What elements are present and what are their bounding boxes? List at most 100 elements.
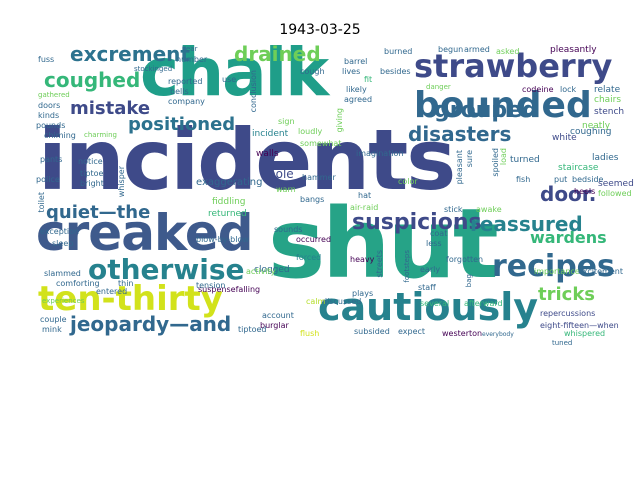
word-excrement: excrement: [70, 42, 190, 66]
word-kinds: kinds: [38, 111, 60, 120]
word-pants: pants: [40, 155, 63, 164]
word-wardens: wardens: [530, 228, 607, 247]
word-number: number: [176, 55, 208, 64]
word-loudly: loudly: [298, 127, 323, 136]
word-bag: bag: [465, 274, 473, 288]
word-hat: hat: [358, 191, 372, 200]
word-flush: flush: [300, 329, 320, 338]
word-ten-thirty: ten-thirty: [38, 279, 223, 319]
word-occurred: occurred: [296, 235, 332, 244]
word-coughing: coughing: [570, 127, 612, 137]
word-early: early: [420, 265, 441, 274]
word-experiences: experiences: [42, 297, 85, 305]
word-pounds: pounds: [36, 121, 66, 130]
word-shut: shut: [268, 188, 499, 300]
word-exception: exception: [40, 227, 80, 236]
word-importance: importance: [534, 267, 580, 276]
word-toilet: toilet: [37, 192, 46, 213]
word-followed: followed: [598, 189, 632, 198]
word-staff: staff: [418, 283, 436, 292]
word-ear: ear: [186, 45, 198, 53]
word-activity: activity: [246, 267, 276, 276]
word-bedside: bedside: [572, 175, 604, 184]
word-codeine: codeine: [522, 85, 554, 94]
word-account: account: [262, 311, 294, 320]
word-pole: pole: [268, 167, 294, 181]
word-hammer: hammer: [302, 173, 336, 182]
word-white: white: [552, 133, 577, 143]
word-begun: begun: [438, 45, 464, 54]
word-excitement: excitement: [578, 267, 623, 276]
word-relate: relate: [594, 85, 621, 95]
word-footsteps: footsteps: [403, 250, 411, 283]
word-streets: streets: [375, 250, 384, 278]
word-likely: likely: [346, 85, 367, 94]
word-lock: lock: [560, 85, 577, 94]
word-armed: armed: [464, 45, 490, 54]
word-coat: coat: [430, 229, 448, 238]
word-coughed: coughed: [44, 68, 141, 92]
word-lives: lives: [342, 67, 361, 76]
word-expect: expect: [398, 327, 426, 336]
word-conclusion: conclusion: [249, 70, 258, 113]
word-strawberry: strawberry: [414, 47, 613, 85]
word-air-raid: air-raid: [350, 203, 379, 212]
word-seemed: seemed: [598, 179, 634, 189]
word-burned: burned: [384, 47, 413, 56]
word-westerton: westerton: [442, 329, 483, 338]
word-suspicions: suspicions: [352, 210, 482, 235]
word-asked: asked: [496, 47, 520, 56]
word-chalk: chalk: [140, 34, 329, 111]
word-plays: plays: [352, 289, 374, 298]
word-reported: reported: [168, 77, 203, 86]
word-tiptoed: tiptoed: [238, 325, 267, 334]
word-otherwise: otherwise: [88, 253, 245, 286]
word-turned: turned: [510, 155, 540, 165]
word-sounds: sounds: [274, 225, 303, 234]
word-tiptoe: tiptoe: [80, 169, 104, 178]
cloud-title: 1943-03-25: [279, 22, 361, 38]
word-afterward: afterward: [464, 299, 503, 308]
word-stockinged: stockinged: [134, 65, 173, 73]
word-positioned: positioned: [128, 114, 236, 135]
word-sure: sure: [465, 150, 474, 168]
word-entered: entered: [96, 287, 128, 296]
word-ladies: ladies: [592, 153, 619, 163]
word-reassured: reassured: [470, 212, 583, 236]
word-chairs: chairs: [594, 95, 622, 105]
word-pleasant: pleasant: [455, 150, 464, 185]
word-chiming: chiming: [44, 131, 76, 140]
word-doors: doors: [38, 101, 61, 110]
word-fiddling: fiddling: [212, 197, 246, 207]
word-company: company: [168, 97, 205, 106]
word-tension: tension: [196, 281, 226, 290]
word-fit: fit: [364, 75, 373, 84]
word-recipes: recipes: [492, 249, 615, 284]
word-awake: awake: [476, 205, 502, 214]
word-suspensefalling: suspensefalling: [198, 285, 261, 294]
word-incident: incident: [252, 129, 289, 139]
word-fuss: fuss: [38, 55, 55, 64]
word-stench: stench: [594, 107, 625, 117]
word-barrel: barrel: [344, 57, 368, 66]
word-warn: warn: [276, 185, 296, 194]
word-whispered: whispered: [564, 329, 606, 338]
word-heels: heels: [574, 187, 596, 196]
word-notice: notice: [78, 157, 103, 166]
word-comforting: comforting: [56, 279, 100, 288]
word-charming: charming: [84, 131, 117, 139]
word-burglar: burglar: [260, 321, 289, 330]
word-incidents: incidents: [38, 111, 456, 209]
word-danger: danger: [426, 83, 451, 91]
word-drained: drained: [234, 42, 321, 66]
word-mink: mink: [42, 325, 62, 334]
word-imagination: imagination: [356, 149, 404, 158]
word-forced: forced: [296, 253, 322, 262]
word-staircase: staircase: [558, 163, 599, 173]
word-jeopardy-and: jeopardy—and: [70, 312, 232, 336]
word-load: load: [499, 148, 508, 166]
word-disasters: disasters: [408, 122, 512, 146]
word-subsided: subsided: [354, 327, 390, 336]
word-clogged: clogged: [254, 265, 290, 275]
